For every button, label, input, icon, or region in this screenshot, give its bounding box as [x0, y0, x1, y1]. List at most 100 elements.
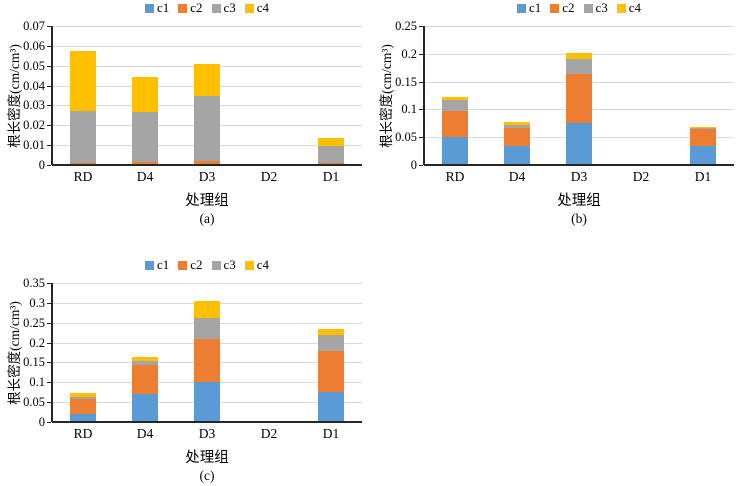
bar-segment-c4-D4 [132, 357, 158, 362]
y-tick-label: 0.2 [401, 46, 417, 61]
legend-label-c4: c4 [628, 0, 642, 15]
chart-legend: c1 c2 c3 c4 [424, 0, 734, 16]
bar-segment-c1-D1 [690, 146, 716, 165]
y-tick-mark [419, 81, 423, 83]
legend-swatch-c3-icon [211, 260, 221, 270]
y-axis-line [51, 26, 53, 165]
y-tick-label: 0.03 [23, 98, 45, 113]
y-tick-label: 0.05 [395, 130, 417, 145]
chart-c-canvas: c1 c2 c3 c4 0 0.05 0.1 0.15 0.2 0.25 0.3 0.35 RD D4 D3… [0, 257, 372, 486]
legend-item-c2: c2 [550, 0, 575, 16]
y-tick-label: 0.15 [395, 74, 417, 89]
y-tick-label: 0.04 [23, 78, 45, 93]
bar-segment-c3-D1 [318, 334, 344, 351]
legend-item-c1: c1 [144, 257, 170, 273]
bar-segment-c4-RD [442, 96, 468, 100]
x-axis-line [52, 164, 362, 166]
bar-segment-c3-D4 [132, 112, 158, 162]
bar-segment-c1-D4 [504, 145, 530, 165]
legend-swatch-c3-icon [583, 3, 593, 13]
legend-label-c2: c2 [190, 257, 203, 272]
y-tick-mark [47, 45, 51, 47]
y-tick-mark [47, 125, 51, 127]
legend-item-c1: c1 [516, 0, 541, 16]
y-axis-label: 根长密度(cm/cm³) [7, 300, 22, 405]
y-tick-mark [47, 322, 51, 324]
legend-swatch-c1-icon [144, 3, 154, 13]
legend-item-c2: c2 [178, 0, 203, 16]
y-tick-label: 0 [38, 415, 45, 429]
x-axis-label: 处理组 [185, 193, 229, 209]
y-tick-label: 0.2 [29, 335, 45, 350]
plot-area [51, 283, 362, 423]
legend-label-c4: c4 [256, 0, 270, 15]
category-label-D3: D3 [570, 169, 588, 184]
bar-segment-c4-RD [70, 50, 96, 112]
y-axis-line [423, 26, 425, 165]
y-tick-label: 0.01 [23, 138, 45, 153]
bar-segment-c3-D1 [690, 127, 716, 130]
bar-segment-c3-D3 [194, 317, 220, 340]
legend-label-c1: c1 [156, 257, 170, 272]
bar-segment-c1-D1 [318, 392, 344, 422]
bar-segment-c2-RD [70, 399, 96, 414]
y-axis-line [51, 283, 53, 422]
y-tick-mark [47, 165, 51, 166]
legend-item-c3: c3 [583, 0, 608, 16]
bar-segment-c1-D3 [194, 382, 220, 422]
y-tick-mark [47, 65, 51, 67]
chart-panel-c: c1 c2 c3 c4 0 0.05 0.1 0.15 0.2 0.25 0.3 0.35 RD D4 D3… [0, 243, 372, 486]
y-tick-label: 0.1 [401, 102, 417, 117]
y-tick-mark [47, 302, 51, 304]
legend-item-c4: c4 [616, 0, 642, 16]
y-tick-label: 0.06 [23, 38, 45, 53]
legend-item-c2: c2 [178, 257, 203, 273]
bar-segment-c2-D1 [318, 350, 344, 393]
legend-item-c1: c1 [144, 0, 169, 16]
bar-segment-c4-D1 [318, 138, 344, 146]
y-tick-mark [47, 85, 51, 87]
y-axis-label: 根长密度(cm/cm³) [379, 43, 394, 148]
legend-swatch-c3-icon [211, 3, 221, 13]
category-label-D1: D1 [694, 169, 712, 184]
plot-area [423, 26, 734, 166]
bar-segment-c3-D1 [318, 145, 344, 164]
chart-panel-a: c1 c2 c3 c4 0 0.01 0.02 0.03 0.04 0.05 0.06 0.07 RD D… [0, 0, 372, 243]
bar-segment-c4-D1 [318, 328, 344, 335]
bar-segment-c2-D4 [132, 162, 158, 165]
x-axis-line [424, 164, 734, 166]
bar-segment-c3-D4 [132, 361, 158, 366]
legend-swatch-c2-icon [178, 260, 188, 270]
category-label-RD: RD [73, 426, 93, 441]
bar-segment-c1-RD [442, 136, 468, 165]
legend-label-c3: c3 [223, 0, 236, 15]
bar-segment-c3-D3 [194, 95, 220, 161]
y-tick-label: 0.05 [23, 395, 45, 410]
category-label-RD: RD [73, 169, 93, 184]
legend-item-c3: c3 [211, 0, 236, 16]
category-label-D4: D4 [136, 426, 154, 441]
y-tick-mark [419, 53, 423, 55]
bar-segment-c4-D4 [132, 76, 158, 113]
legend-swatch-c1-icon [144, 260, 154, 270]
bar-segment-c2-D1 [690, 129, 716, 147]
y-axis-label: 根长密度(cm/cm³) [7, 43, 22, 148]
bar-segment-c4-RD [70, 393, 96, 397]
category-label-D2: D2 [260, 426, 278, 441]
legend-label-c4: c4 [256, 257, 270, 272]
bar-segment-c3-RD [70, 396, 96, 399]
y-tick-label: 0 [410, 158, 417, 172]
chart-legend: c1 c2 c3 c4 [52, 0, 362, 16]
y-tick-label: 0.05 [23, 58, 45, 73]
category-label-RD: RD [445, 169, 465, 184]
bar-segment-c2-D4 [132, 365, 158, 395]
bar-segment-c3-D4 [504, 125, 530, 129]
x-axis-label: 处理组 [557, 193, 601, 209]
y-tick-mark [419, 26, 423, 27]
bar-segment-c1-D4 [132, 394, 158, 422]
legend-label-c3: c3 [595, 0, 608, 15]
bar-segment-c4-D3 [566, 53, 592, 60]
y-tick-mark [419, 137, 423, 139]
plot-area [51, 26, 362, 166]
bar-segment-c4-D3 [194, 300, 220, 318]
